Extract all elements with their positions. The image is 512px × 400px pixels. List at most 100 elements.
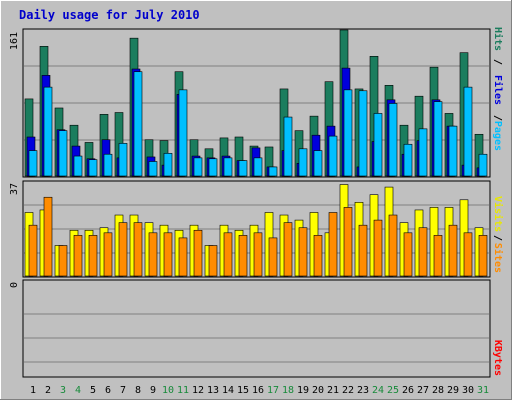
sites-bar: [238, 235, 248, 277]
pages-bar: [208, 158, 218, 177]
panel-visits-legend: Sites / Visits: [492, 196, 504, 273]
sites-bar: [193, 229, 203, 277]
x-tick-label: 12: [192, 385, 204, 396]
pages-bar: [103, 153, 113, 177]
pages-bar: [28, 150, 38, 177]
legend-separator: /: [492, 115, 503, 121]
sites-bar: [103, 232, 113, 277]
x-tick-label: 9: [150, 385, 156, 396]
legend-separator: /: [492, 235, 503, 241]
x-tick-label: 5: [90, 385, 96, 396]
sites-bar: [298, 227, 308, 277]
pages-bar: [268, 166, 278, 177]
x-tick-label: 30: [462, 385, 474, 396]
pages-bar: [358, 90, 368, 177]
legend-separator: /: [492, 59, 503, 65]
pages-bar: [343, 89, 353, 177]
pages-bar: [178, 89, 188, 177]
x-tick-label: 17: [267, 385, 279, 396]
pages-bar: [373, 113, 383, 177]
legend-hits: Hits: [492, 27, 504, 51]
sites-bar: [358, 224, 368, 277]
pages-bar: [253, 157, 263, 177]
sites-bar: [58, 245, 68, 277]
legend-files: Files: [492, 75, 504, 105]
sites-bar: [148, 232, 158, 277]
panel-kbytes-ymax-label: 0: [9, 282, 20, 288]
x-tick-label: 4: [75, 385, 81, 396]
x-tick-label: 10: [162, 385, 174, 396]
pages-bar: [223, 157, 233, 177]
pages-bar: [133, 71, 143, 177]
legend-kbytes: KBytes: [492, 340, 503, 376]
sites-bar: [253, 232, 263, 277]
pages-bar: [298, 148, 308, 177]
sites-bar: [163, 232, 173, 277]
sites-bar: [208, 245, 218, 277]
sites-bar: [88, 235, 98, 277]
pages-bar: [193, 157, 203, 177]
x-tick-label: 7: [120, 385, 126, 396]
sites-bar: [373, 219, 383, 277]
pages-bar: [73, 155, 83, 177]
panel-kbytes-plot-area: [22, 279, 491, 378]
panel-hits-bars: [24, 29, 488, 177]
pages-bar: [88, 159, 98, 177]
sites-bar: [343, 207, 353, 277]
pages-bar: [163, 153, 173, 177]
panel-hits-ymax-label: 161: [9, 32, 20, 50]
panel-hits-legend: Pages / Files / Hits: [492, 27, 504, 151]
x-tick-label: 27: [417, 385, 429, 396]
sites-bar: [28, 224, 38, 277]
legend-sites: Sites: [492, 243, 504, 273]
sites-bar: [223, 232, 233, 277]
sites-bar: [118, 222, 128, 277]
x-tick-label: 1: [30, 385, 36, 396]
x-axis-day-labels: 1 2 3 4 5 6 7 8 9 10 11 12 13 14 15 16 17 18 19 20 21 22 23 24 2…: [30, 385, 489, 396]
sites-bar: [463, 232, 473, 277]
sites-bar: [133, 222, 143, 277]
legend-pages: Pages: [492, 121, 503, 151]
pages-bar: [388, 103, 398, 177]
pages-bar: [313, 150, 323, 177]
x-tick-label: 31: [477, 385, 489, 396]
pages-bar: [148, 161, 158, 177]
pages-bar: [433, 101, 443, 177]
panel-kbytes: 0 KBytes: [9, 279, 503, 378]
x-tick-label: 14: [222, 385, 234, 396]
x-tick-label: 13: [207, 385, 219, 396]
legend-visits: Visits: [492, 196, 504, 232]
x-tick-label: 26: [402, 385, 414, 396]
sites-bar: [418, 227, 428, 277]
x-tick-label: 20: [312, 385, 324, 396]
x-tick-label: 11: [177, 385, 189, 396]
x-tick-label: 15: [237, 385, 249, 396]
pages-bar: [418, 128, 428, 177]
x-tick-label: 29: [447, 385, 459, 396]
x-tick-label: 6: [105, 385, 111, 396]
sites-bar: [433, 235, 443, 277]
pages-bar: [238, 160, 248, 177]
panel-visits-bars: [24, 184, 488, 277]
x-tick-label: 3: [60, 385, 66, 396]
sites-bar: [268, 237, 278, 277]
pages-bar: [403, 143, 413, 177]
panel-hits: 161 Pages / Files / Hits: [9, 27, 504, 178]
sites-bar: [283, 222, 293, 277]
x-tick-label: 21: [327, 385, 339, 396]
pages-bar: [478, 153, 488, 177]
x-tick-label: 25: [387, 385, 399, 396]
x-tick-label: 22: [342, 385, 354, 396]
pages-bar: [463, 86, 473, 177]
panel-visits: 37 Sites / Visits: [9, 180, 504, 278]
pages-bar: [328, 135, 338, 177]
sites-bar: [178, 237, 188, 277]
x-tick-label: 28: [432, 385, 444, 396]
sites-bar: [388, 214, 398, 277]
sites-bar: [73, 235, 83, 277]
sites-bar: [313, 235, 323, 277]
pages-bar: [448, 125, 458, 177]
sites-bar: [328, 212, 338, 277]
pages-bar: [43, 86, 53, 177]
